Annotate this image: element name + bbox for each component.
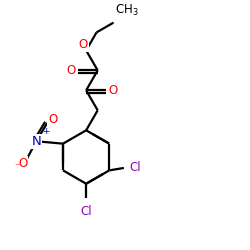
Text: O: O [67, 64, 76, 77]
Text: Cl: Cl [80, 205, 92, 218]
Text: +: + [42, 127, 49, 136]
Text: CH$_3$: CH$_3$ [115, 3, 138, 18]
Text: O: O [48, 113, 57, 126]
Text: O: O [108, 84, 117, 97]
Text: N: N [32, 135, 41, 148]
Text: O: O [18, 156, 27, 170]
Text: Cl: Cl [129, 162, 140, 174]
Text: O: O [78, 38, 88, 51]
Text: ⁻: ⁻ [14, 162, 20, 172]
